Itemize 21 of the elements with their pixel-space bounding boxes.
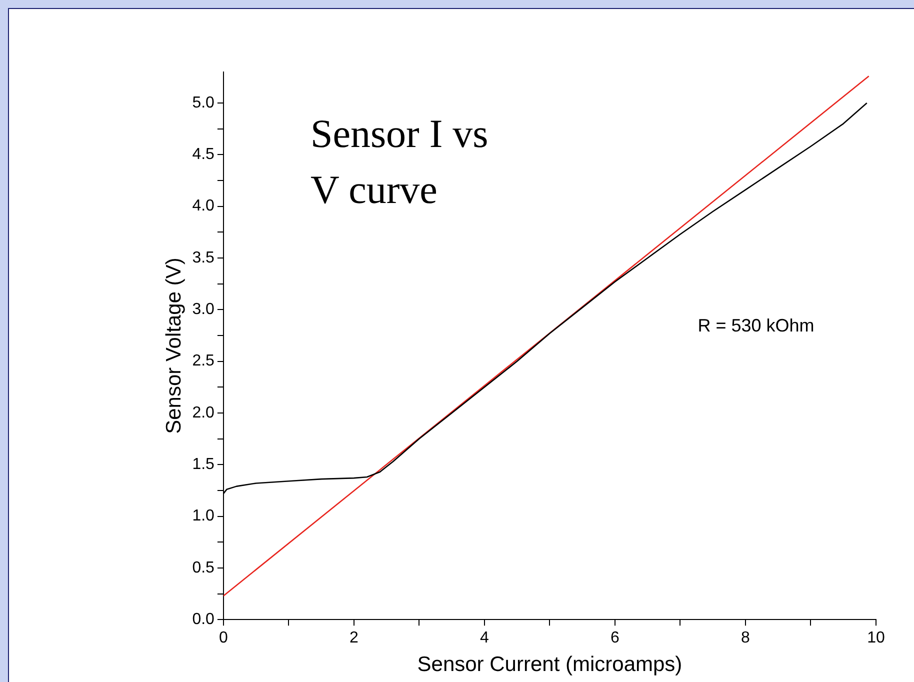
y-tick-label: 1.0 bbox=[192, 508, 215, 525]
y-tick-label: 0.0 bbox=[192, 611, 215, 628]
y-tick-label: 4.0 bbox=[192, 198, 215, 215]
annotation: R = 530 kOhm bbox=[698, 316, 814, 336]
y-tick-label: 5.0 bbox=[192, 94, 215, 112]
x-tick-label: 2 bbox=[350, 630, 358, 647]
x-axis-title: Sensor Current (microamps) bbox=[417, 653, 682, 676]
y-tick-label: 3.0 bbox=[192, 301, 215, 318]
y-tick-label: 0.5 bbox=[192, 559, 215, 576]
y-tick-label: 2.5 bbox=[192, 352, 215, 370]
y-tick-label: 3.5 bbox=[192, 249, 215, 266]
x-tick-label: 0 bbox=[218, 630, 228, 647]
y-tick-label: 2.0 bbox=[192, 404, 215, 422]
y-axis-title: Sensor Voltage (V) bbox=[162, 258, 186, 434]
y-tick-label: 1.5 bbox=[192, 456, 215, 474]
x-tick-label: 6 bbox=[610, 630, 620, 647]
x-tick-label: 8 bbox=[741, 630, 750, 647]
text: Sensor I vs V curve bbox=[310, 111, 488, 212]
x-tick-label: 4 bbox=[480, 630, 490, 647]
x-tick-label: 10 bbox=[867, 630, 885, 647]
y-tick-label: 4.5 bbox=[192, 146, 215, 164]
